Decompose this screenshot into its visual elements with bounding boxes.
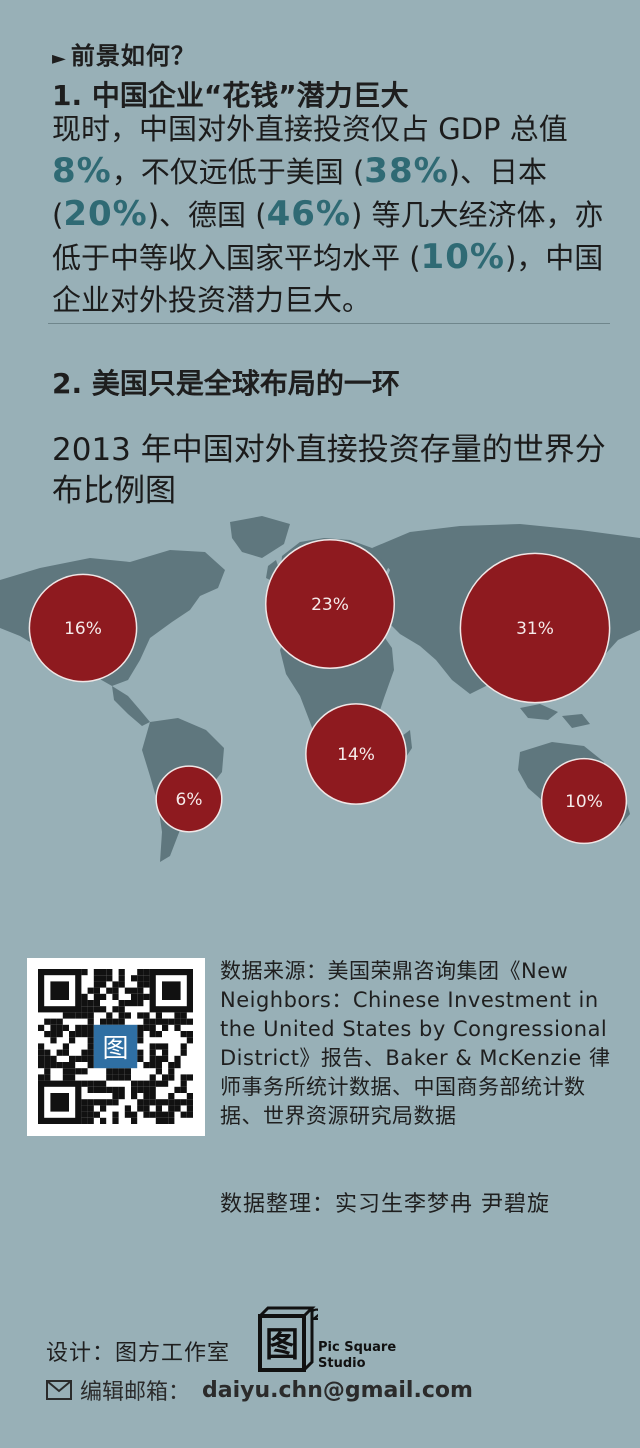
svg-text:图: 图 — [102, 1034, 128, 1064]
studio-logo-text: Pic Square Studio — [318, 1340, 397, 1371]
bubble-label-asia: 31% — [516, 619, 554, 639]
bubble-label-oceania: 10% — [565, 792, 603, 812]
bubble-layer: 16% 23% 31% 14% 6% 10% — [28, 538, 628, 845]
bubble-label-south-america: 6% — [176, 790, 203, 810]
bubble-asia — [459, 552, 611, 704]
value-us: 38% — [364, 151, 449, 191]
envelope-icon — [46, 1380, 72, 1400]
bubble-label-africa: 14% — [337, 745, 375, 765]
play-triangle-icon: ► — [52, 48, 67, 69]
value-middle-income: 10% — [420, 237, 505, 277]
land-greenland — [230, 516, 290, 558]
value-china: 8% — [52, 151, 112, 191]
bubble-label-north-america: 16% — [64, 619, 102, 639]
section-header: ► 前景如何？ — [52, 42, 196, 70]
data-source: 数据来源：美国荣鼎咨询集团《New Neighbors：Chinese Inve… — [220, 959, 611, 1128]
land-central-america — [112, 686, 150, 726]
bubble-africa — [305, 703, 407, 805]
svg-text:图: 图 — [265, 1325, 299, 1365]
email-address[interactable]: daiyu.chn@gmail.com — [202, 1377, 473, 1403]
land-southeast-asia-islands — [520, 704, 590, 728]
qr-code[interactable]: 图 — [27, 958, 205, 1136]
world-map-chart: 16% 23% 31% 14% 6% 10% — [0, 516, 640, 862]
bubble-europe — [264, 538, 396, 670]
value-japan: 20% — [63, 194, 148, 234]
bubble-oceania — [540, 757, 628, 845]
qr-code-icon: 图 — [38, 969, 193, 1124]
bubble-south-america — [155, 765, 223, 833]
bubble-label-europe: 23% — [311, 595, 349, 615]
map-title: 2013 年中国对外直接投资存量的世界分布比例图 — [52, 432, 606, 509]
compiled-by: 数据整理：实习生李梦冉 尹碧旋 — [220, 1192, 550, 1217]
studio-logo: 图 2 — [258, 1305, 318, 1372]
value-germany: 46% — [266, 194, 351, 234]
svg-text:2: 2 — [312, 1305, 318, 1324]
point1-heading: 1. 中国企业“花钱”潜力巨大 — [52, 79, 409, 112]
bubble-north-america — [28, 573, 138, 683]
email-row: 编辑邮箱： daiyu.chn@gmail.com — [46, 1374, 473, 1406]
divider — [48, 323, 610, 324]
point2-heading: 2. 美国只是全球布局的一环 — [52, 367, 400, 400]
design-credit: 设计：图方工作室 — [46, 1341, 231, 1366]
point1-paragraph: 现时，中国对外直接投资仅占 GDP 总值 8%，不仅远低于美国 (38%)、日本… — [52, 112, 604, 317]
